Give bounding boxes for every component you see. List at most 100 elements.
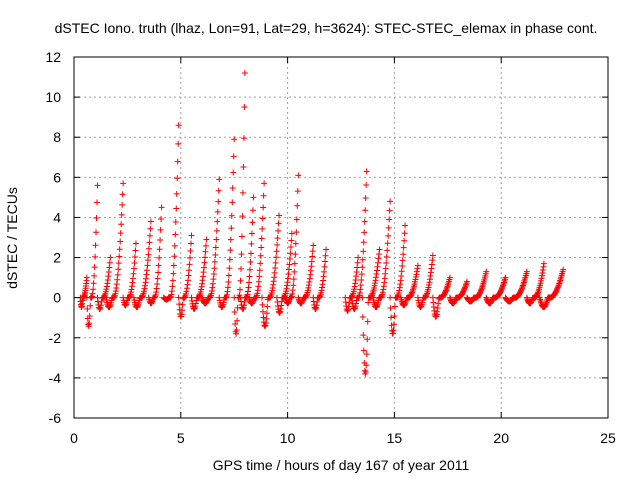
data-point xyxy=(115,260,122,267)
data-point xyxy=(215,187,222,194)
data-point xyxy=(502,274,509,281)
data-point xyxy=(210,276,217,283)
arc-series xyxy=(310,246,330,312)
data-point xyxy=(187,247,194,254)
data-point xyxy=(400,251,407,258)
data-point xyxy=(210,271,217,278)
data-point xyxy=(116,253,123,260)
arc-series xyxy=(446,278,471,307)
data-point xyxy=(363,182,370,189)
data-point xyxy=(158,204,165,211)
data-point xyxy=(292,240,299,247)
data-point xyxy=(355,254,362,261)
data-point xyxy=(259,308,266,315)
data-point xyxy=(387,198,394,205)
data-point xyxy=(310,242,317,249)
data-point xyxy=(154,280,161,287)
data-point xyxy=(173,205,180,212)
data-point xyxy=(245,279,252,286)
data-point xyxy=(429,252,436,259)
data-point xyxy=(241,104,248,110)
data-point xyxy=(92,242,99,249)
data-point xyxy=(187,254,194,261)
data-point xyxy=(237,286,244,293)
data-point xyxy=(155,269,162,276)
data-point xyxy=(291,268,298,275)
data-point xyxy=(186,267,193,274)
data-point xyxy=(258,244,265,251)
data-point xyxy=(186,261,193,268)
data-point xyxy=(255,278,262,285)
data-point xyxy=(211,258,218,265)
data-point xyxy=(169,283,176,290)
data-point xyxy=(257,260,264,267)
data-point xyxy=(540,260,547,267)
data-point xyxy=(290,282,297,289)
data-point xyxy=(179,307,186,314)
arc-series xyxy=(237,194,257,312)
y-tick-label: -2 xyxy=(49,330,62,346)
data-point xyxy=(291,260,298,267)
grid xyxy=(74,57,608,418)
data-point xyxy=(83,274,90,281)
data-point xyxy=(228,225,235,232)
data-point xyxy=(214,208,221,215)
data-point xyxy=(146,232,153,239)
data-point xyxy=(286,261,293,268)
data-point xyxy=(202,242,209,249)
data-point xyxy=(118,211,125,218)
data-point xyxy=(131,253,138,260)
data-point xyxy=(383,259,390,266)
data-point xyxy=(402,222,409,229)
data-point xyxy=(359,264,366,271)
arc-series xyxy=(342,254,362,314)
data-point xyxy=(275,220,282,227)
data-point xyxy=(174,175,181,182)
data-point xyxy=(357,282,364,289)
data-point xyxy=(391,303,398,310)
data-point xyxy=(246,266,253,273)
data-point xyxy=(386,216,393,223)
data-point xyxy=(119,201,126,208)
data-point xyxy=(238,251,245,258)
data-point xyxy=(308,258,315,265)
y-tick-label: -4 xyxy=(49,370,62,386)
data-point xyxy=(131,260,138,267)
data-point xyxy=(114,271,121,278)
data-point xyxy=(93,214,100,221)
data-point xyxy=(225,272,232,279)
data-point xyxy=(229,199,236,206)
data-point xyxy=(228,212,235,219)
data-point xyxy=(179,301,186,308)
data-point xyxy=(309,253,316,260)
data-point xyxy=(400,244,407,251)
axis-ticks: 0 5 10 15 20 25 -6 -4 -2 0 2 4 6 8 10 12 xyxy=(45,49,616,446)
data-point xyxy=(107,254,114,261)
data-point xyxy=(287,244,294,251)
data-point xyxy=(292,251,299,258)
data-point xyxy=(174,158,181,165)
data-point xyxy=(288,237,295,244)
data-point xyxy=(230,169,237,176)
data-point xyxy=(391,313,398,320)
data-point xyxy=(132,240,139,247)
data-point xyxy=(237,265,244,272)
data-point xyxy=(237,277,244,284)
data-point xyxy=(274,241,281,248)
data-point xyxy=(241,70,248,77)
data-point xyxy=(388,314,395,321)
data-point xyxy=(185,272,192,279)
data-point xyxy=(226,265,233,272)
data-point xyxy=(130,270,137,277)
data-point xyxy=(385,224,392,231)
y-tick-label: -6 xyxy=(49,410,62,426)
data-point xyxy=(384,247,391,254)
data-point xyxy=(354,259,361,266)
data-point xyxy=(213,236,220,243)
data-point xyxy=(390,327,397,334)
x-tick-label: 5 xyxy=(177,430,185,446)
data-point xyxy=(398,268,405,275)
arc-series xyxy=(523,260,547,307)
arc-series xyxy=(397,262,421,309)
arc-series xyxy=(216,136,238,311)
